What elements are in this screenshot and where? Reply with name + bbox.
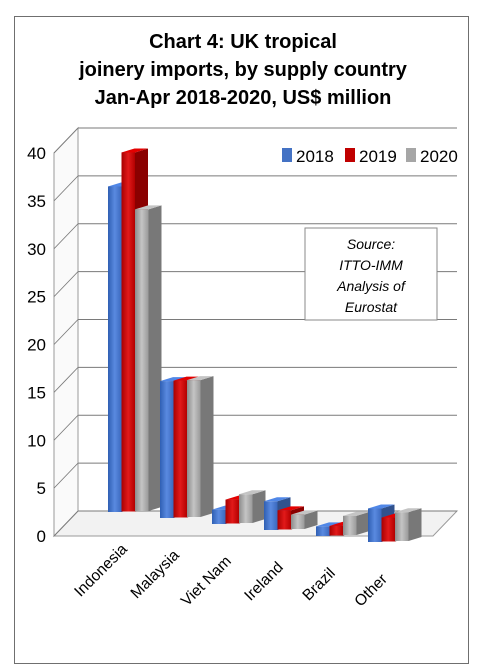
bar-brazil-2018-top <box>316 522 343 527</box>
bar-malaysia-2018-top <box>160 377 187 382</box>
source-line-1: Source: <box>347 236 395 252</box>
bar-viet-nam-2020 <box>239 490 266 523</box>
gridline-side-25 <box>53 271 79 297</box>
bar-malaysia-2018-front <box>160 381 174 518</box>
bar-group-other <box>368 504 422 542</box>
bar-indonesia-2020-top <box>135 205 162 210</box>
y-tick-label-20: 20 <box>27 336 46 355</box>
y-axis-ticks: 0 5 10 15 20 25 30 35 40 <box>27 144 46 546</box>
bar-other-2018-front <box>368 508 382 542</box>
y-tick-label-30: 30 <box>27 240 46 259</box>
title-line-1: Chart 4: UK tropical <box>149 31 337 53</box>
gridline-side-35 <box>53 175 79 202</box>
bar-ireland-2020-front <box>291 514 305 529</box>
source-box <box>304 227 438 321</box>
bar-other-2019-front <box>381 517 395 542</box>
bar-indonesia-2019-top <box>121 148 148 153</box>
bar-group-malaysia <box>160 376 214 518</box>
bar-indonesia-2020-front <box>135 209 149 511</box>
legend: 2018 2019 2020 <box>282 147 458 166</box>
y-tick-label-10: 10 <box>27 431 46 450</box>
title-line-2: joinery imports, by supply country <box>78 59 408 81</box>
bar-viet-nam-2020-top <box>239 490 266 495</box>
bar-brazil-2020-front <box>343 515 357 535</box>
source-line-3: Analysis of <box>336 278 407 294</box>
category-label-brazil: Brazil <box>299 565 338 604</box>
bar-brazil-2020 <box>343 511 370 535</box>
bar-group-ireland <box>264 497 318 530</box>
bar-viet-nam-2018-front <box>212 509 226 524</box>
bar-malaysia-2020-top <box>187 376 214 381</box>
bar-group-brazil <box>316 511 370 536</box>
bar-ireland-2019-front <box>277 510 291 530</box>
y-tick-label-40: 40 <box>27 144 46 163</box>
bar-group-indonesia <box>108 148 162 512</box>
category-label-indonesia: Indonesia <box>71 541 131 601</box>
chart-title: Chart 4: UK tropical joinery imports, by… <box>78 31 408 109</box>
title-line-3: Jan-Apr 2018-2020, US$ million <box>95 87 392 109</box>
category-label-viet-nam: Viet Nam <box>178 553 235 610</box>
source-note: Source: ITTO-IMM Analysis of Eurostat <box>304 227 438 321</box>
bar-other-2020-top <box>395 508 422 513</box>
category-label-malaysia: Malaysia <box>128 547 184 603</box>
bar-malaysia-2019-top <box>173 376 200 381</box>
bar-ireland-2020-side <box>304 510 318 529</box>
bar-brazil-2018-front <box>316 526 330 536</box>
bar-ireland-2018-top <box>264 497 291 502</box>
y-tick-label-15: 15 <box>27 383 46 402</box>
bar-viet-nam-2020-side <box>252 490 266 523</box>
category-label-ireland: Ireland <box>241 559 287 605</box>
bar-indonesia-2020-side <box>148 205 162 511</box>
bar-brazil-2020-top <box>343 511 370 516</box>
legend-swatch-2019 <box>345 148 355 162</box>
bar-viet-nam-2020-front <box>239 494 253 523</box>
gridline-side-0 <box>53 510 79 537</box>
gridline-side-10 <box>53 414 79 441</box>
category-label-other: Other <box>351 571 390 610</box>
bar-indonesia-2019-front <box>121 152 135 512</box>
legend-label-2020: 2020 <box>420 147 458 166</box>
legend-label-2019: 2019 <box>359 147 397 166</box>
bar-malaysia-2020-front <box>187 380 201 517</box>
legend-swatch-2018 <box>282 148 292 162</box>
bar-brazil-2020-side <box>356 511 370 535</box>
bar-ireland-2020-top <box>291 510 318 515</box>
gridline-side-40 <box>53 127 79 154</box>
bar-indonesia-2020 <box>135 205 162 511</box>
gridline-side-15 <box>53 367 79 393</box>
y-tick-label-35: 35 <box>27 192 46 211</box>
bar-indonesia-2018-front <box>108 186 122 512</box>
bar-brazil-2019-front <box>329 525 343 536</box>
bar-other-2020-side <box>408 508 422 541</box>
bar-ireland-2019-top <box>277 506 304 511</box>
bar-malaysia-2020 <box>187 376 214 517</box>
y-tick-label-0: 0 <box>37 527 46 546</box>
gridline-side-20 <box>53 319 79 345</box>
bar-viet-nam-2019-front <box>225 499 239 524</box>
legend-label-2018: 2018 <box>296 147 334 166</box>
y-tick-label-25: 25 <box>27 288 46 307</box>
bar-series <box>108 148 422 542</box>
bar-ireland-2020 <box>291 510 318 529</box>
legend-swatch-2020 <box>406 148 416 162</box>
bar-malaysia-2019-front <box>173 380 187 518</box>
y-tick-label-5: 5 <box>37 479 46 498</box>
gridline-side-5 <box>53 462 79 489</box>
bar-group-viet-nam <box>212 490 266 524</box>
bar-other-2020-front <box>395 512 409 541</box>
bar-ireland-2018-front <box>264 501 278 530</box>
chart-frame <box>14 16 469 664</box>
source-line-4: Eurostat <box>345 299 398 315</box>
gridline-side-30 <box>53 223 79 250</box>
bar-other-2018-top <box>368 504 395 509</box>
bar-malaysia-2020-side <box>200 376 214 517</box>
source-line-2: ITTO-IMM <box>339 257 403 273</box>
bar-other-2020 <box>395 508 422 541</box>
